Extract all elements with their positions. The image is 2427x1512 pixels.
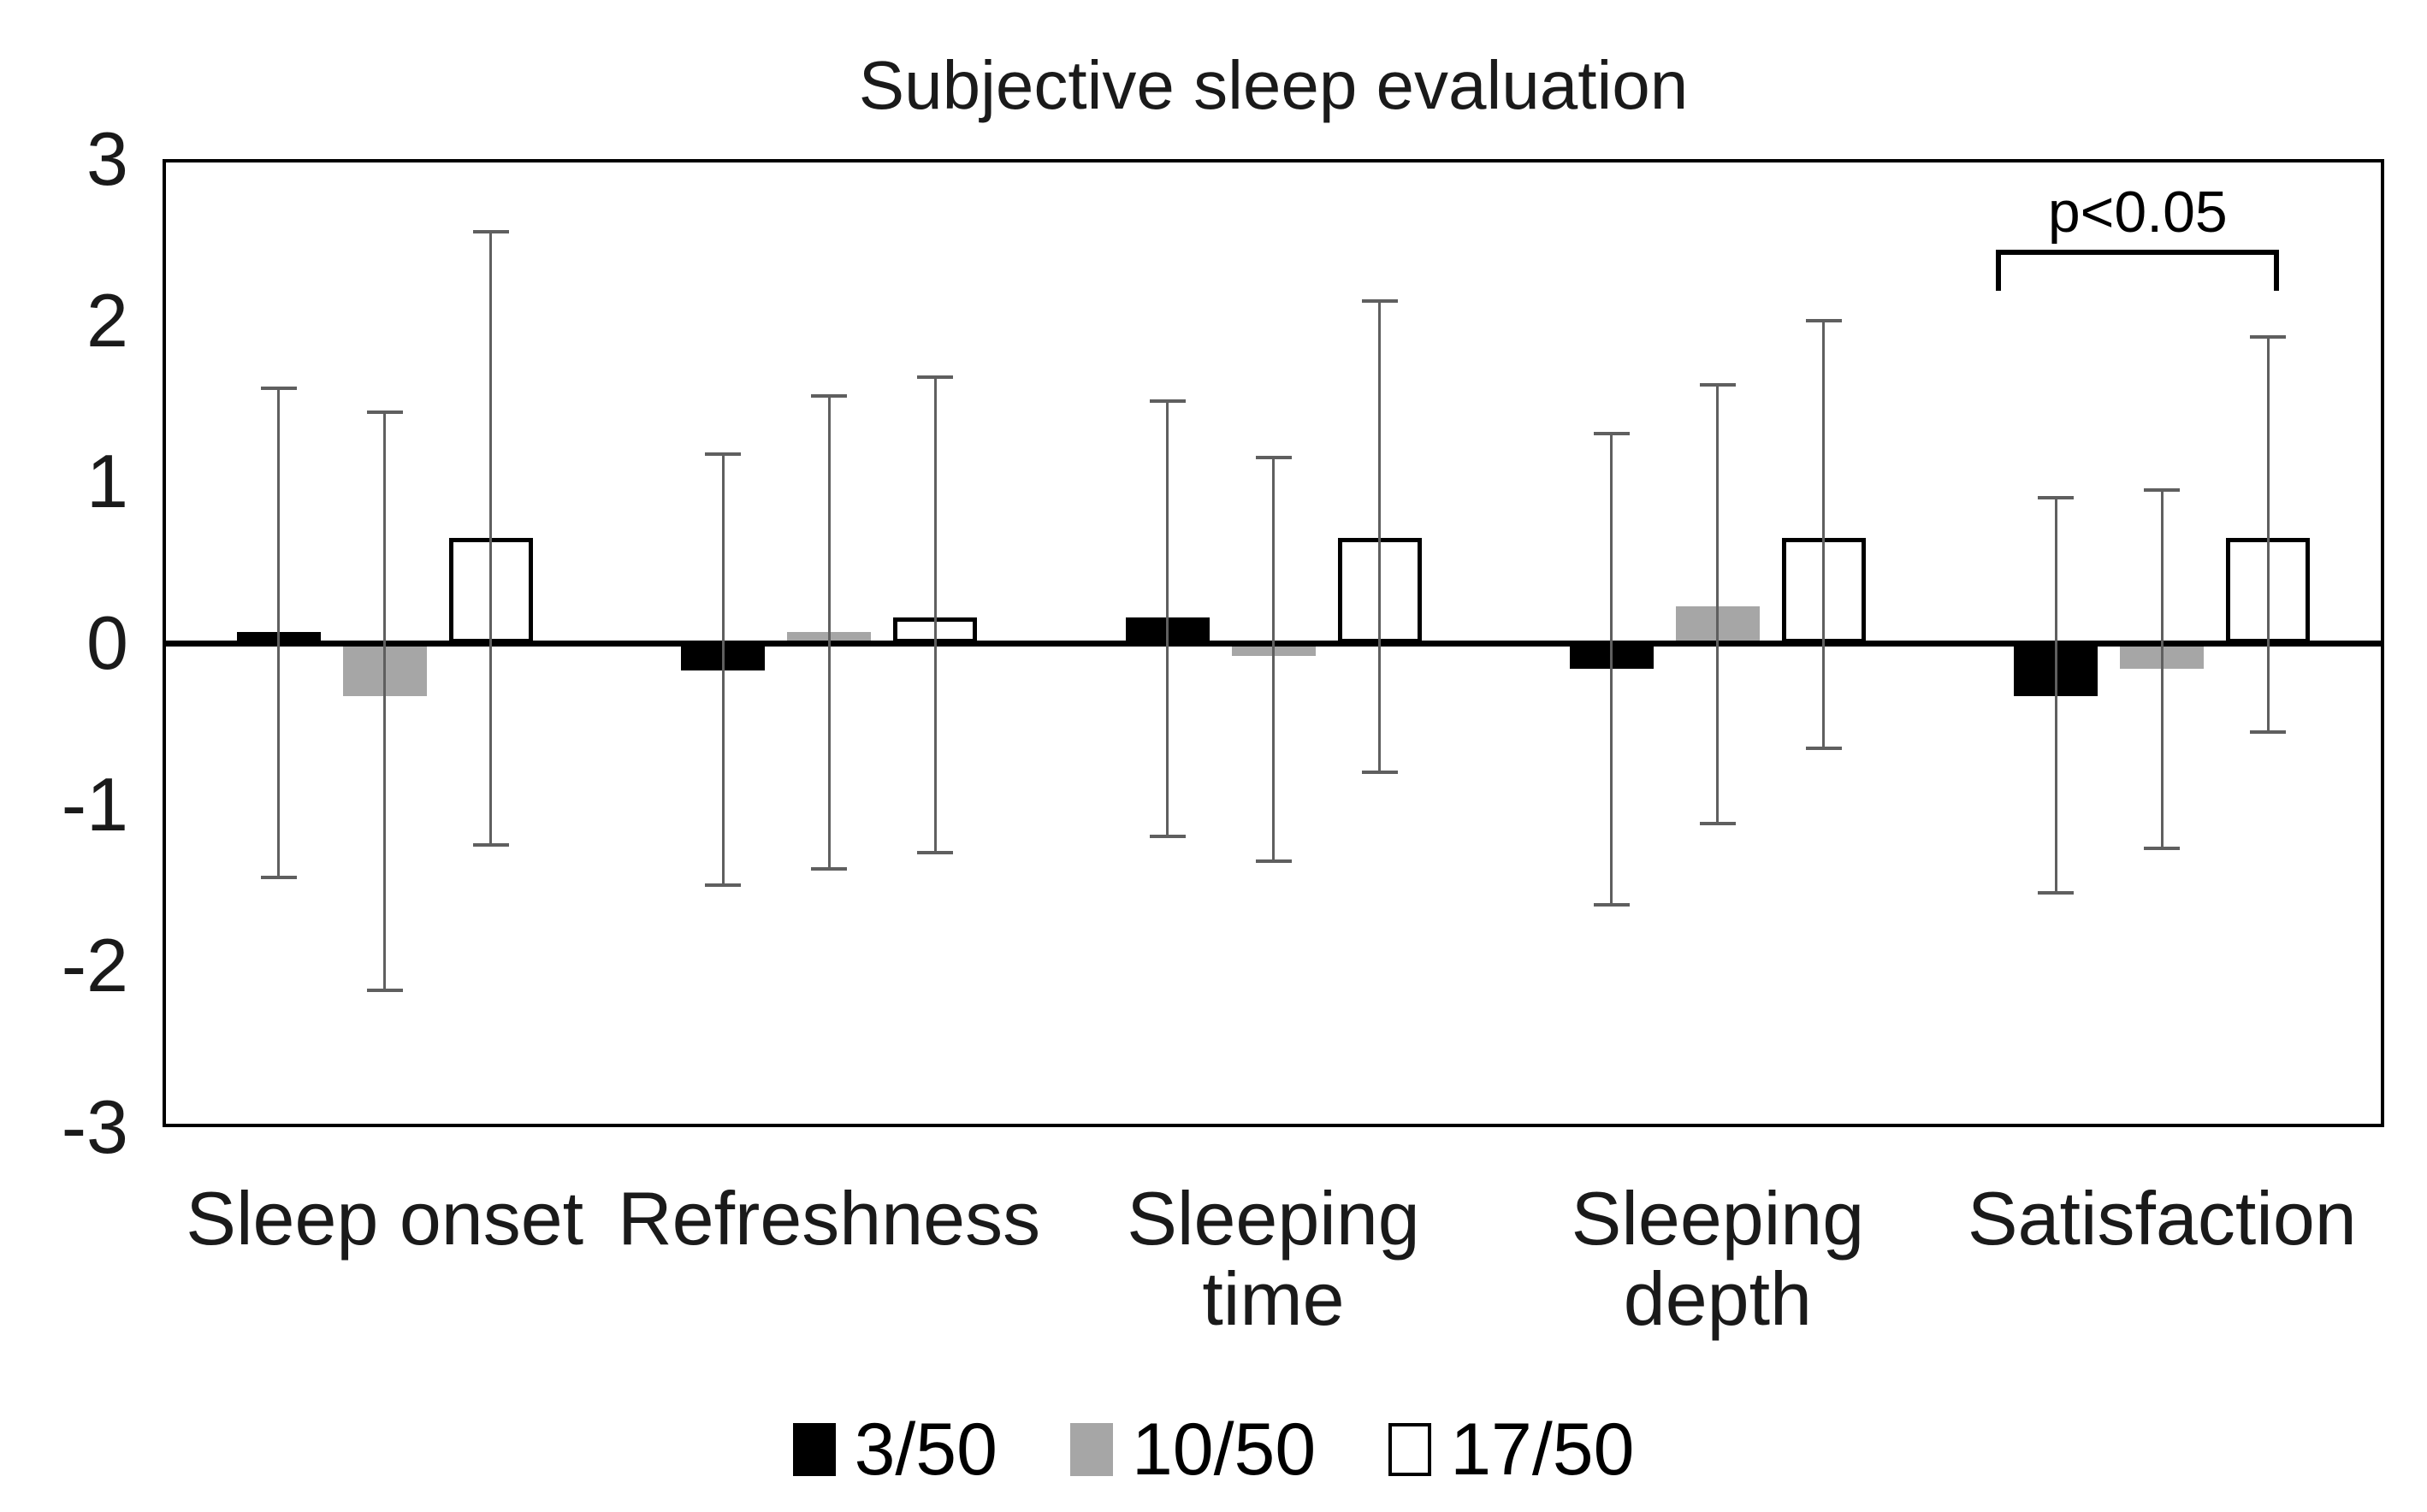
legend-label-10-50: 10/50 bbox=[1131, 1408, 1317, 1491]
significance-label: p<0.05 bbox=[2047, 179, 2228, 245]
x-axis-label-line: Refreshness bbox=[618, 1176, 1041, 1261]
error-bar-line-10-50-sleeping-time bbox=[1272, 458, 1275, 861]
error-bar-cap-top-3-50-sleeping-time bbox=[1149, 399, 1186, 403]
error-bar-line-3-50-sleeping-time bbox=[1166, 401, 1169, 837]
legend-item-3-50: 3/50 bbox=[792, 1408, 997, 1492]
error-bar-cap-top-17-50-sleeping-time bbox=[1361, 299, 1398, 304]
error-bar-cap-top-17-50-sleep-onset bbox=[472, 229, 509, 233]
error-bar-cap-bottom-3-50-sleep-onset bbox=[260, 875, 297, 879]
error-bar-cap-top-3-50-refreshness bbox=[705, 452, 742, 457]
y-axis-tick-label: 2 bbox=[86, 277, 128, 363]
chart-title: Subjective sleep evaluation bbox=[858, 47, 1689, 123]
x-axis-label-line: Sleeping bbox=[1127, 1176, 1420, 1261]
error-bar-cap-bottom-10-50-sleeping-depth bbox=[1699, 822, 1736, 826]
x-axis-category-label-sleep-onset: Sleep onset bbox=[163, 1178, 607, 1259]
x-axis-category-label-satisfaction: Satisfaction bbox=[1940, 1178, 2384, 1259]
y-axis-tick-label: -3 bbox=[61, 1084, 128, 1169]
legend-item-10-50: 10/50 bbox=[1069, 1408, 1317, 1492]
error-bar-cap-bottom-10-50-satisfaction bbox=[2144, 846, 2181, 850]
error-bar-cap-top-10-50-sleeping-time bbox=[1255, 456, 1292, 460]
legend: 3/50 10/50 17/50 bbox=[0, 1396, 2427, 1503]
error-bar-cap-top-3-50-sleeping-depth bbox=[1593, 431, 1630, 435]
error-bar-line-3-50-refreshness bbox=[721, 454, 725, 885]
error-bar-line-10-50-refreshness bbox=[827, 396, 831, 870]
x-axis-label-line: time bbox=[1202, 1256, 1345, 1341]
error-bar-line-17-50-sleeping-depth bbox=[1822, 320, 1826, 748]
error-bar-cap-bottom-17-50-sleeping-time bbox=[1361, 770, 1398, 774]
error-bar-cap-top-17-50-sleeping-depth bbox=[1805, 318, 1842, 322]
error-bar-cap-bottom-10-50-refreshness bbox=[811, 867, 848, 871]
error-bar-line-17-50-sleeping-time bbox=[1378, 301, 1381, 772]
error-bar-cap-bottom-10-50-sleeping-time bbox=[1255, 859, 1292, 863]
error-bar-cap-top-10-50-refreshness bbox=[811, 394, 848, 399]
error-bar-cap-bottom-3-50-sleeping-time bbox=[1149, 835, 1186, 839]
error-bar-line-3-50-sleep-onset bbox=[277, 387, 281, 877]
legend-swatch-3-50 bbox=[792, 1423, 836, 1476]
error-bar-cap-bottom-17-50-sleeping-depth bbox=[1805, 746, 1842, 750]
error-bar-cap-top-17-50-refreshness bbox=[917, 375, 954, 379]
error-bar-cap-bottom-3-50-sleeping-depth bbox=[1593, 902, 1630, 907]
significance-bracket-tick-left bbox=[1996, 249, 2002, 291]
legend-swatch-17-50 bbox=[1388, 1423, 1432, 1476]
x-axis-label-line: Sleeping bbox=[1571, 1176, 1865, 1261]
error-bar-line-17-50-sleep-onset bbox=[489, 231, 493, 845]
error-bar-cap-bottom-3-50-refreshness bbox=[705, 883, 742, 887]
error-bar-line-3-50-sleeping-depth bbox=[1610, 433, 1613, 905]
error-bar-cap-bottom-17-50-satisfaction bbox=[2250, 729, 2287, 734]
y-axis-tick-label: 0 bbox=[86, 600, 128, 685]
error-bar-cap-top-3-50-sleep-onset bbox=[260, 386, 297, 390]
error-bar-line-10-50-satisfaction bbox=[2160, 489, 2164, 848]
legend-label-3-50: 3/50 bbox=[854, 1408, 997, 1491]
x-axis-category-label-refreshness: Refreshness bbox=[607, 1178, 1051, 1259]
y-axis-tick-label: 3 bbox=[86, 116, 128, 201]
error-bar-line-17-50-refreshness bbox=[933, 376, 937, 853]
error-bar-cap-bottom-3-50-satisfaction bbox=[2038, 891, 2075, 895]
error-bar-cap-top-10-50-sleep-onset bbox=[366, 410, 403, 415]
error-bar-cap-top-10-50-sleeping-depth bbox=[1699, 383, 1736, 387]
significance-bracket-tick-right bbox=[2274, 249, 2280, 291]
legend-label-17-50: 17/50 bbox=[1450, 1408, 1635, 1491]
y-axis-tick-label: -1 bbox=[61, 761, 128, 847]
error-bar-cap-top-3-50-satisfaction bbox=[2038, 496, 2075, 500]
y-axis-tick-label: -2 bbox=[61, 923, 128, 1008]
error-bar-line-17-50-satisfaction bbox=[2266, 336, 2270, 732]
x-axis-label-line: Satisfaction bbox=[1967, 1176, 2357, 1261]
error-bar-cap-bottom-17-50-sleep-onset bbox=[472, 842, 509, 847]
x-axis-category-label-sleeping-time: Sleeping time bbox=[1051, 1178, 1495, 1339]
legend-swatch-10-50 bbox=[1069, 1423, 1113, 1476]
error-bar-cap-top-10-50-satisfaction bbox=[2144, 487, 2181, 492]
significance-bracket-bar bbox=[1996, 249, 2280, 255]
x-axis-label-line: depth bbox=[1623, 1256, 1812, 1341]
error-bar-cap-top-17-50-satisfaction bbox=[2250, 334, 2287, 339]
error-bar-line-10-50-sleeping-depth bbox=[1716, 385, 1720, 824]
error-bar-cap-bottom-10-50-sleep-onset bbox=[366, 988, 403, 992]
x-axis-label-line: Sleep onset bbox=[186, 1176, 584, 1261]
x-axis-category-label-sleeping-depth: Sleeping depth bbox=[1495, 1178, 1939, 1339]
legend-item-17-50: 17/50 bbox=[1388, 1408, 1634, 1492]
error-bar-line-3-50-satisfaction bbox=[2054, 498, 2057, 894]
y-axis-tick-label: 1 bbox=[86, 439, 128, 524]
error-bar-line-10-50-sleep-onset bbox=[383, 412, 387, 990]
error-bar-cap-bottom-17-50-refreshness bbox=[917, 851, 954, 855]
